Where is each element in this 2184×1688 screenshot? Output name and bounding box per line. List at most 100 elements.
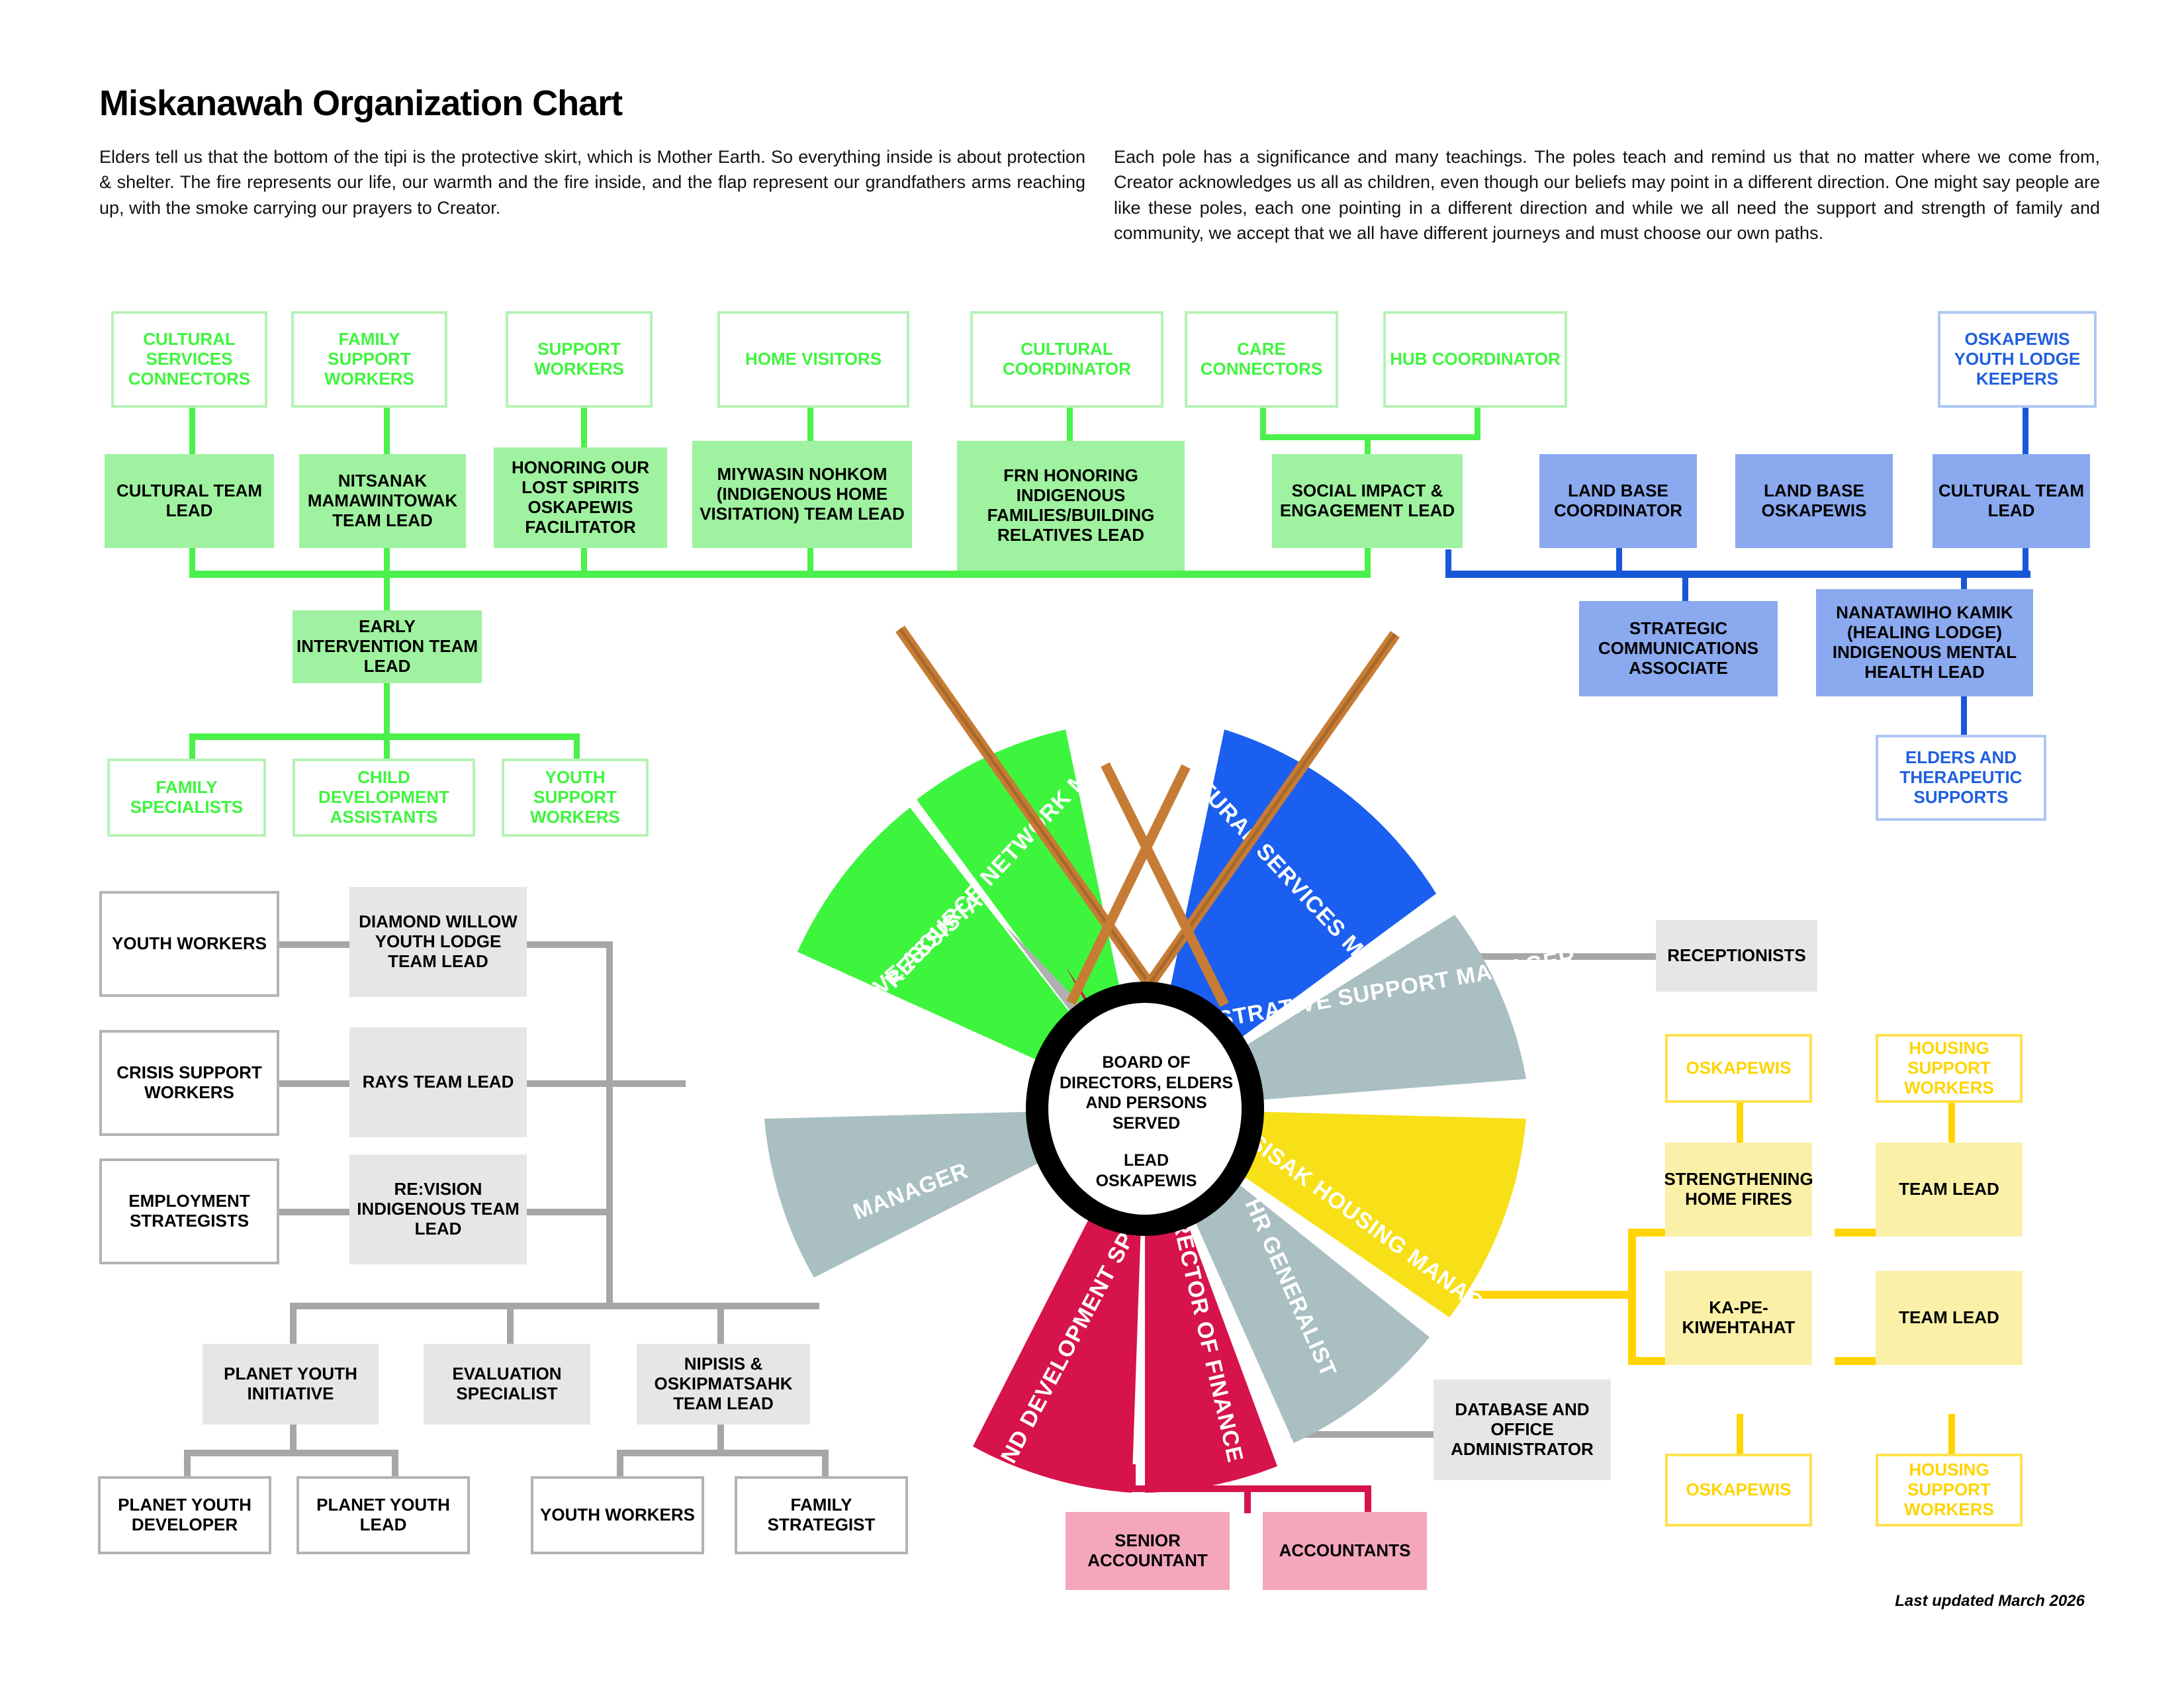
connector-green <box>807 548 813 576</box>
connector-yellow <box>1628 1229 1665 1237</box>
node-youth-workers-bottom[interactable]: YOUTH WORKERS <box>531 1476 704 1554</box>
node-hub-coordinator[interactable]: HUB COORDINATOR <box>1383 311 1567 408</box>
connector-green <box>1365 548 1371 576</box>
connector-gray <box>277 1080 351 1087</box>
connector-yellow <box>1628 1357 1665 1365</box>
node-family-specialists[interactable]: FAMILY SPECIALISTS <box>107 759 266 837</box>
connector-green <box>581 408 587 461</box>
node-frn-honoring-indigenous-families-lead[interactable]: FRN HONORING INDIGENOUS FAMILIES/BUILDIN… <box>957 441 1185 571</box>
node-employment-strategists[interactable]: EMPLOYMENT STRATEGISTS <box>99 1158 279 1264</box>
connector-blue <box>1961 696 1967 736</box>
node-senior-accountant[interactable]: SENIOR ACCOUNTANT <box>1066 1512 1230 1590</box>
connector-yellow <box>1948 1414 1955 1456</box>
node-land-base-coordinator[interactable]: LAND BASE COORDINATOR <box>1539 454 1697 548</box>
node-strengthening-home-fires[interactable]: STRENGTHENING HOME FIRES <box>1664 1143 1813 1237</box>
connector-gray <box>507 1303 514 1344</box>
node-housing-support-workers-bottom[interactable]: HOUSING SUPPORT WORKERS <box>1876 1454 2023 1526</box>
node-care-connectors[interactable]: CARE CONNECTORS <box>1185 311 1338 408</box>
connector-green <box>384 571 390 612</box>
connector-yellow <box>1473 1291 1632 1299</box>
node-home-visitors[interactable]: HOME VISITORS <box>717 311 909 408</box>
last-updated-note: Last updated March 2026 <box>1895 1592 2085 1610</box>
connector-blue <box>1445 549 1451 576</box>
connector-gray <box>1471 953 1656 960</box>
connector-blue <box>2023 408 2028 461</box>
node-housing-support-workers-top[interactable]: HOUSING SUPPORT WORKERS <box>1876 1034 2023 1103</box>
connector-gray-bus <box>290 1303 819 1309</box>
connector-green <box>384 408 390 461</box>
node-oskapewis-bottom[interactable]: OSKAPEWIS <box>1665 1454 1812 1526</box>
connector-yellow <box>1737 1102 1743 1144</box>
center-line-6: OSKAPEWIS <box>1095 1171 1197 1190</box>
center-text-block: BOARD OF DIRECTORS, ELDERS AND PERSONS S… <box>1031 1053 1261 1191</box>
connector-green <box>1365 434 1371 462</box>
connector-yellow <box>1948 1102 1955 1144</box>
connector-blue <box>1616 548 1622 576</box>
connector-gray <box>527 941 612 948</box>
node-oskapewis-youth-lodge-keepers[interactable]: OSKAPEWIS YOUTH LODGE KEEPERS <box>1938 311 2097 408</box>
node-youth-workers-left[interactable]: YOUTH WORKERS <box>99 891 279 997</box>
intro-paragraph-right: Each pole has a significance and many te… <box>1114 147 2100 243</box>
center-line-3: AND PERSONS <box>1085 1094 1207 1112</box>
connector-green <box>189 733 195 763</box>
node-planet-youth-lead[interactable]: PLANET YOUTH LEAD <box>296 1476 470 1554</box>
node-youth-support-workers[interactable]: YOUTH SUPPORT WORKERS <box>502 759 649 837</box>
connector-gray <box>717 1419 724 1454</box>
node-cultural-coordinator[interactable]: CULTURAL COORDINATOR <box>970 311 1163 408</box>
tipi-wheel-diagram: EXECUTIVE ASSISTANT FAMILY RESOURCE NETW… <box>695 616 1595 1523</box>
connector-gray <box>290 1419 296 1454</box>
connector-gray <box>184 1450 191 1477</box>
node-team-lead-shf[interactable]: TEAM LEAD <box>1876 1143 2023 1237</box>
node-cultural-team-lead[interactable]: CULTURAL TEAM LEAD <box>105 454 274 548</box>
connector-gray <box>606 1080 686 1087</box>
connector-green <box>807 408 813 461</box>
connector-gray <box>617 1450 623 1477</box>
connector-green <box>189 408 195 461</box>
node-evaluation-specialist[interactable]: EVALUATION SPECIALIST <box>424 1344 590 1425</box>
connector-gray <box>277 1209 351 1215</box>
connector-gray <box>822 1450 829 1477</box>
node-nitsanak-mamawintowak-team-lead[interactable]: NITSANAK MAMAWINTOWAK TEAM LEAD <box>299 454 466 548</box>
node-revision-indigenous-team-lead[interactable]: RE:VISION INDIGENOUS TEAM LEAD <box>349 1154 527 1264</box>
node-database-and-office-administrator[interactable]: DATABASE AND OFFICE ADMINISTRATOR <box>1433 1380 1611 1480</box>
connector-crimson <box>1365 1485 1371 1513</box>
center-hub <box>1026 982 1264 1236</box>
page-title: Miskanawah Organization Chart <box>99 83 623 123</box>
connector-green <box>581 548 587 576</box>
node-nipisis-oskipmatsahk-team-lead[interactable]: NIPISIS & OSKIPMATSAHK TEAM LEAD <box>637 1344 810 1425</box>
connector-blue <box>1682 571 1688 601</box>
node-land-base-oskapewis[interactable]: LAND BASE OSKAPEWIS <box>1735 454 1893 548</box>
node-child-development-assistants[interactable]: CHILD DEVELOPMENT ASSISTANTS <box>293 759 475 837</box>
node-ka-pe-kiwehtahat[interactable]: KA-PE-KIWEHTAHAT <box>1665 1271 1812 1365</box>
node-family-support-workers[interactable]: FAMILY SUPPORT WORKERS <box>291 311 447 408</box>
connector-gray <box>290 1303 296 1344</box>
node-nanatawiho-kamik-mental-health-lead[interactable]: NANATAWIHO KAMIK (HEALING LODGE) INDIGEN… <box>1816 589 2033 696</box>
node-accountants[interactable]: ACCOUNTANTS <box>1263 1512 1427 1590</box>
node-elders-and-therapeutic-supports[interactable]: ELDERS AND THERAPEUTIC SUPPORTS <box>1876 735 2046 821</box>
center-line-5: LEAD <box>1123 1151 1169 1170</box>
node-early-intervention-team-lead[interactable]: EARLY INTERVENTION TEAM LEAD <box>293 610 482 683</box>
node-planet-youth-initiative[interactable]: PLANET YOUTH INITIATIVE <box>203 1344 379 1425</box>
connector-gray <box>606 1215 613 1308</box>
center-line-1: BOARD OF <box>1102 1053 1191 1072</box>
connector-blue-bus <box>1445 571 2030 578</box>
connector-gray <box>1291 1431 1437 1438</box>
node-crisis-support-workers[interactable]: CRISIS SUPPORT WORKERS <box>99 1030 279 1136</box>
node-cultural-services-connectors[interactable]: CULTURAL SERVICES CONNECTORS <box>111 311 267 408</box>
node-strategic-communications-associate[interactable]: STRATEGIC COMMUNICATIONS ASSOCIATE <box>1579 601 1778 696</box>
node-receptionists[interactable]: RECEPTIONISTS <box>1656 920 1817 992</box>
node-planet-youth-developer[interactable]: PLANET YOUTH DEVELOPER <box>98 1476 271 1554</box>
node-social-impact-engagement-lead[interactable]: SOCIAL IMPACT & ENGAGEMENT LEAD <box>1272 454 1463 548</box>
node-team-lead-kpk[interactable]: TEAM LEAD <box>1876 1271 2023 1365</box>
node-family-strategist[interactable]: FAMILY STRATEGIST <box>735 1476 908 1554</box>
node-oskapewis-top[interactable]: OSKAPEWIS <box>1665 1034 1812 1103</box>
node-rays-team-lead[interactable]: RAYS TEAM LEAD <box>349 1027 527 1137</box>
connector-yellow <box>1835 1357 1889 1365</box>
connector-green-bus <box>189 571 1371 578</box>
node-support-workers[interactable]: SUPPORT WORKERS <box>506 311 653 408</box>
node-cultural-team-lead-blue[interactable]: CULTURAL TEAM LEAD <box>1933 454 2090 548</box>
node-diamond-willow-youth-lodge-team-lead[interactable]: DIAMOND WILLOW YOUTH LODGE TEAM LEAD <box>349 887 527 997</box>
node-honoring-our-lost-spirits-oskapewis-facilitator[interactable]: HONORING OUR LOST SPIRITS OSKAPEWIS FACI… <box>494 447 667 548</box>
node-miywasin-nohkom-team-lead[interactable]: MIYWASIN NOHKOM (INDIGENOUS HOME VISITAT… <box>692 441 912 548</box>
connector-gray <box>527 1209 612 1215</box>
